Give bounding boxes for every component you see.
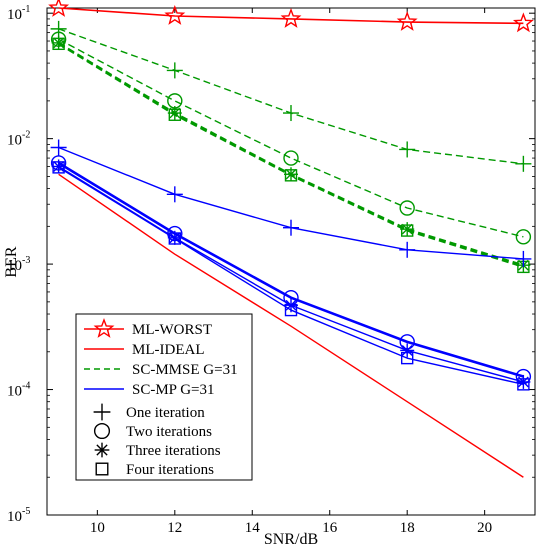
legend-entry: Two iterations — [93, 422, 212, 440]
y-tick-base: 10 — [7, 384, 22, 400]
data-point-star — [164, 5, 186, 25]
y-tick-exponent: -1 — [22, 4, 30, 15]
data-point-star — [48, 0, 70, 17]
legend-entry: ML-WORST — [84, 318, 212, 338]
data-point-circle — [283, 150, 299, 166]
x-tick-label: 12 — [167, 520, 182, 536]
data-point-circle — [515, 229, 532, 245]
legend-entry: ML-IDEAL — [84, 342, 204, 358]
y-tick-exponent: -3 — [22, 255, 30, 266]
y-tick-exponent: -4 — [22, 381, 30, 392]
data-point-plus — [515, 250, 532, 267]
data-point-plus — [93, 403, 111, 421]
x-tick-labels: 10 12 14 16 18 20 — [90, 520, 492, 536]
series-line — [58, 166, 524, 386]
data-point-asterisk — [94, 442, 110, 458]
x-tick-label: 14 — [245, 520, 261, 536]
data-point-plus — [283, 219, 299, 236]
series-line — [58, 42, 524, 268]
data-point-star — [93, 318, 115, 338]
data-point-circle — [93, 422, 111, 440]
data-point-square — [400, 224, 414, 237]
y-tick-exponent: -2 — [22, 130, 30, 141]
data-point-star — [280, 7, 302, 28]
legend-entry: Three iterations — [94, 442, 221, 459]
y-tick-base: 10 — [7, 258, 22, 274]
data-point-asterisk — [400, 343, 415, 358]
legend-entry: One iteration — [93, 403, 205, 421]
data-point-square — [400, 351, 414, 365]
legend-label: ML-WORST — [132, 322, 212, 338]
series-0 — [48, 0, 534, 33]
series-1 — [58, 173, 524, 478]
data-point-square — [168, 232, 182, 245]
legend: ML-WORST ML-IDEAL SC-MMSE G=31 SC-MP G=31 On… — [75, 313, 253, 481]
data-point-plus — [166, 186, 183, 203]
data-point-plus — [515, 155, 532, 172]
y-tick-base: 10 — [7, 133, 22, 149]
data-point-plus — [283, 105, 299, 122]
data-point-plus — [50, 139, 67, 156]
y-tick-base: 10 — [7, 509, 22, 525]
legend-label: SC-MP G=31 — [132, 382, 215, 398]
legend-label: ML-IDEAL — [132, 342, 204, 358]
data-point-square — [284, 169, 298, 182]
x-tick-label: 20 — [477, 520, 492, 536]
x-tick-label: 10 — [90, 520, 105, 536]
legend-label: Four iterations — [126, 462, 214, 478]
data-point-plus — [50, 20, 67, 37]
series-5 — [52, 37, 530, 274]
series-line — [58, 173, 524, 478]
data-point-square — [52, 37, 65, 51]
x-tick-label: 16 — [322, 520, 338, 536]
data-point-plus — [399, 141, 416, 158]
y-tick-label: 10-5 — [7, 506, 30, 525]
series-9 — [52, 161, 530, 391]
data-point-square — [52, 161, 65, 174]
y-tick-label: 10-3 — [7, 255, 30, 274]
series-line — [58, 7, 524, 25]
data-point-star — [396, 11, 418, 31]
series-line — [57, 161, 524, 378]
legend-box — [75, 313, 253, 481]
data-point-plus — [399, 241, 416, 258]
data-point-circle — [399, 200, 415, 216]
legend-entry: Four iterations — [95, 462, 214, 478]
legend-label: One iteration — [126, 405, 205, 421]
y-tick-exponent: -5 — [22, 506, 30, 517]
series-6 — [50, 139, 532, 267]
y-tick-base: 10 — [7, 7, 22, 23]
legend-entry: SC-MP G=31 — [84, 382, 215, 398]
data-point-square — [517, 378, 530, 391]
data-point-square — [168, 108, 182, 121]
x-tick-label: 18 — [400, 520, 415, 536]
legend-label: Two iterations — [126, 424, 212, 440]
series-layer — [48, 0, 534, 478]
y-tick-label: 10-1 — [7, 4, 30, 23]
legend-label: Three iterations — [126, 443, 221, 459]
y-tick-label: 10-2 — [7, 130, 30, 149]
axis-ticks — [47, 8, 535, 516]
legend-label: SC-MMSE G=31 — [132, 362, 238, 378]
y-axis-label: BER — [3, 246, 20, 277]
data-point-square — [95, 462, 109, 476]
x-axis-label: SNR/dB — [264, 531, 318, 548]
y-tick-labels: 10-510-410-310-210-1 — [7, 4, 30, 525]
y-tick-label: 10-4 — [7, 381, 30, 400]
data-point-square — [284, 303, 298, 317]
series-2 — [50, 20, 532, 172]
data-point-plus — [166, 62, 183, 79]
data-point-star — [512, 12, 534, 33]
legend-entry: SC-MMSE G=31 — [84, 362, 238, 378]
